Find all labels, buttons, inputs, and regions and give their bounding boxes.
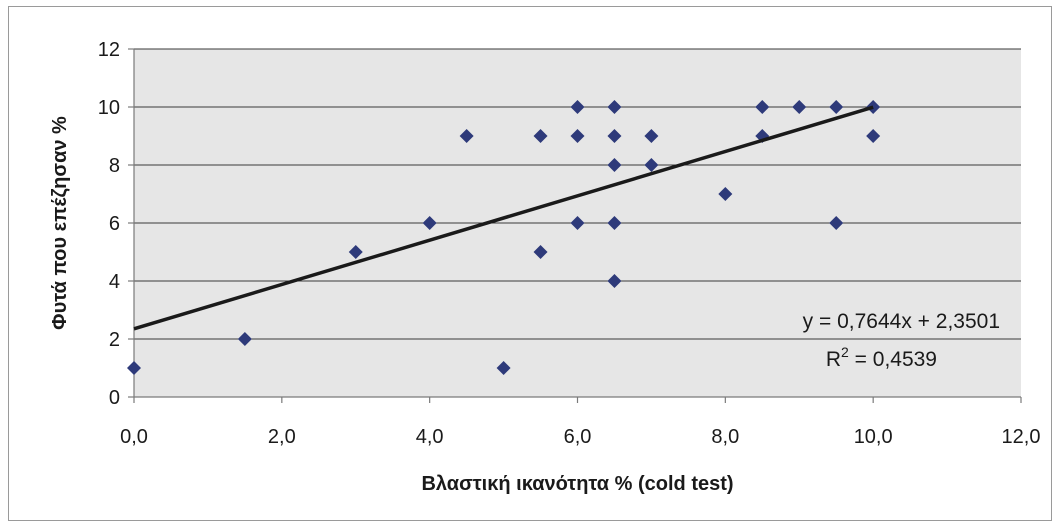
data-point [866, 129, 881, 143]
x-axis-title: Βλαστική ικανότητα % (cold test) [421, 473, 733, 495]
y-tick-label: 10 [98, 97, 120, 119]
x-tick-label: 12,0 [1002, 426, 1041, 448]
r2-value: = 0,4539 [849, 348, 937, 371]
data-point [570, 216, 585, 230]
y-tick-label: 2 [109, 329, 120, 351]
x-tick-label: 0,0 [120, 426, 148, 448]
y-axis-title: Φυτά που επέζησαν % [49, 116, 71, 330]
data-point [607, 158, 622, 172]
data-point [570, 129, 585, 143]
trendline-equation: y = 0,7644x + 2,3501 [803, 310, 1000, 333]
x-tick-label: 4,0 [416, 426, 444, 448]
data-point [422, 216, 437, 230]
y-tick-label: 8 [109, 155, 120, 177]
y-tick-label: 4 [109, 271, 120, 293]
y-tick-label: 6 [109, 213, 120, 235]
data-point [718, 187, 733, 201]
data-point [533, 245, 548, 259]
r2-letter: R [826, 348, 841, 371]
x-tick-label: 8,0 [711, 426, 739, 448]
data-point [607, 274, 622, 288]
x-tick-label: 10,0 [854, 426, 893, 448]
axes [128, 48, 1022, 403]
y-tick-label: 0 [109, 387, 120, 409]
data-point [607, 216, 622, 230]
data-point [755, 100, 770, 114]
r2-superscript: 2 [841, 344, 849, 360]
data-point [496, 361, 511, 375]
y-tick-label: 12 [98, 39, 120, 61]
y-tick-labels: 0 2 4 6 8 10 12 [98, 39, 120, 409]
data-point [127, 361, 141, 375]
data-point [792, 100, 807, 114]
data-point [829, 100, 844, 114]
data-point [829, 216, 844, 230]
data-point [570, 100, 585, 114]
data-point [866, 100, 881, 114]
x-tick-label: 2,0 [268, 426, 296, 448]
data-point [644, 158, 659, 172]
data-point [348, 245, 363, 259]
data-point [237, 332, 252, 346]
data-point [607, 129, 622, 143]
x-tick-label: 6,0 [564, 426, 592, 448]
data-points [127, 100, 881, 375]
data-point [533, 129, 548, 143]
data-point [459, 129, 474, 143]
data-point [607, 100, 622, 114]
r-squared-label: R2 = 0,4539 [826, 344, 937, 371]
x-tick-labels: 0,0 2,0 4,0 6,0 8,0 10,0 12,0 [120, 426, 1040, 448]
trendline [133, 105, 874, 331]
data-point [644, 129, 659, 143]
